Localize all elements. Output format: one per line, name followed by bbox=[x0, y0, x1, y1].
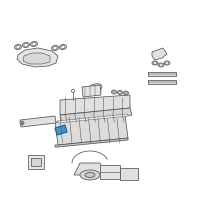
Polygon shape bbox=[60, 108, 132, 123]
Bar bbox=[148, 72, 176, 76]
Polygon shape bbox=[82, 85, 101, 97]
Bar bbox=[148, 80, 176, 84]
Ellipse shape bbox=[118, 90, 122, 95]
Ellipse shape bbox=[60, 44, 66, 50]
Ellipse shape bbox=[80, 170, 100, 180]
Ellipse shape bbox=[119, 92, 121, 94]
Bar bbox=[28, 155, 44, 169]
Ellipse shape bbox=[21, 122, 23, 124]
Ellipse shape bbox=[154, 62, 156, 64]
Ellipse shape bbox=[20, 121, 24, 125]
Polygon shape bbox=[23, 53, 50, 64]
Ellipse shape bbox=[158, 63, 164, 67]
Ellipse shape bbox=[72, 90, 74, 92]
Ellipse shape bbox=[23, 42, 29, 48]
Ellipse shape bbox=[61, 45, 65, 49]
Polygon shape bbox=[55, 138, 128, 147]
Ellipse shape bbox=[95, 90, 99, 92]
Polygon shape bbox=[55, 125, 67, 135]
Ellipse shape bbox=[32, 42, 36, 46]
Ellipse shape bbox=[113, 91, 115, 93]
Ellipse shape bbox=[166, 62, 168, 64]
Polygon shape bbox=[20, 116, 56, 127]
Ellipse shape bbox=[31, 41, 37, 47]
Ellipse shape bbox=[15, 44, 21, 50]
Ellipse shape bbox=[53, 46, 57, 50]
Polygon shape bbox=[17, 48, 58, 67]
Ellipse shape bbox=[124, 91, 128, 95]
Polygon shape bbox=[55, 115, 128, 145]
Ellipse shape bbox=[85, 172, 95, 178]
Polygon shape bbox=[74, 163, 106, 175]
Ellipse shape bbox=[160, 64, 162, 66]
Ellipse shape bbox=[16, 45, 20, 49]
Ellipse shape bbox=[164, 61, 170, 65]
Ellipse shape bbox=[93, 88, 101, 94]
Ellipse shape bbox=[152, 61, 158, 65]
Ellipse shape bbox=[91, 86, 99, 90]
Bar bbox=[100, 165, 120, 179]
Bar bbox=[31, 158, 41, 166]
Ellipse shape bbox=[24, 43, 28, 47]
Ellipse shape bbox=[112, 90, 116, 94]
Polygon shape bbox=[57, 114, 128, 123]
Polygon shape bbox=[60, 95, 130, 115]
Ellipse shape bbox=[125, 92, 127, 94]
Ellipse shape bbox=[88, 84, 102, 92]
Polygon shape bbox=[152, 48, 167, 60]
Bar bbox=[120, 168, 138, 180]
Ellipse shape bbox=[52, 45, 58, 51]
